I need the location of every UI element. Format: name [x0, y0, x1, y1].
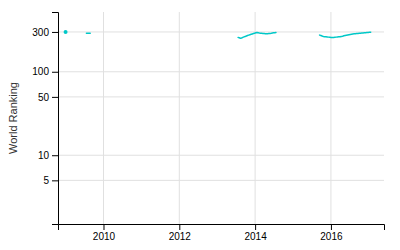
y-tick-label: 100 [32, 66, 49, 77]
grid-line [255, 12, 256, 224]
x-tick: 2014 [244, 224, 267, 242]
y-tick: 10 [38, 150, 58, 161]
y-tick: 50 [38, 92, 58, 103]
grid-line [58, 180, 384, 181]
x-tick-mark [331, 224, 332, 230]
y-axis: 5 10 50 100 300 [32, 13, 58, 225]
y-tick: 5 [43, 175, 58, 186]
y-tick-label: 5 [43, 175, 49, 186]
line [238, 33, 276, 39]
y-tick-mark [52, 72, 58, 73]
chart: 2010 2012 2014 2016 5 10 50 100 300 World Ranking [0, 0, 400, 250]
y-tick-label: 10 [38, 150, 50, 161]
grid-line [58, 71, 384, 72]
y-axis-line [52, 13, 59, 225]
y-tick: 300 [32, 27, 58, 38]
x-tick-mark [103, 224, 104, 230]
y-tick-label: 50 [38, 92, 50, 103]
y-tick-mark [52, 32, 58, 33]
x-tick-label: 2016 [320, 231, 343, 242]
y-tick-mark [52, 180, 58, 181]
grid-line [330, 12, 331, 224]
y-tick-label: 300 [32, 27, 49, 38]
y-tick-mark [52, 155, 58, 156]
x-tick: 2012 [169, 224, 192, 242]
x-tick-label: 2014 [244, 231, 267, 242]
y-tick: 100 [32, 66, 58, 77]
x-tick: 2016 [320, 224, 343, 242]
marks [64, 30, 371, 38]
x-tick-mark [179, 224, 180, 230]
x-tick-label: 2012 [169, 231, 192, 242]
grid-line [58, 96, 384, 97]
x-axis-line [59, 225, 385, 231]
y-axis-title: World Ranking [7, 82, 19, 154]
x-tick-mark [255, 224, 256, 230]
plot: 2010 2012 2014 2016 5 10 50 100 300 [32, 12, 384, 242]
grid-line [179, 12, 180, 224]
line [86, 32, 90, 34]
grid-line [103, 12, 104, 224]
grid-line [58, 31, 384, 32]
grid-line [58, 155, 384, 156]
x-tick: 2010 [93, 224, 116, 242]
line [320, 32, 371, 37]
x-tick-label: 2010 [93, 231, 116, 242]
y-tick-mark [52, 97, 58, 98]
x-axis: 2010 2012 2014 2016 [59, 224, 385, 242]
grid [58, 12, 384, 224]
point [64, 30, 68, 34]
